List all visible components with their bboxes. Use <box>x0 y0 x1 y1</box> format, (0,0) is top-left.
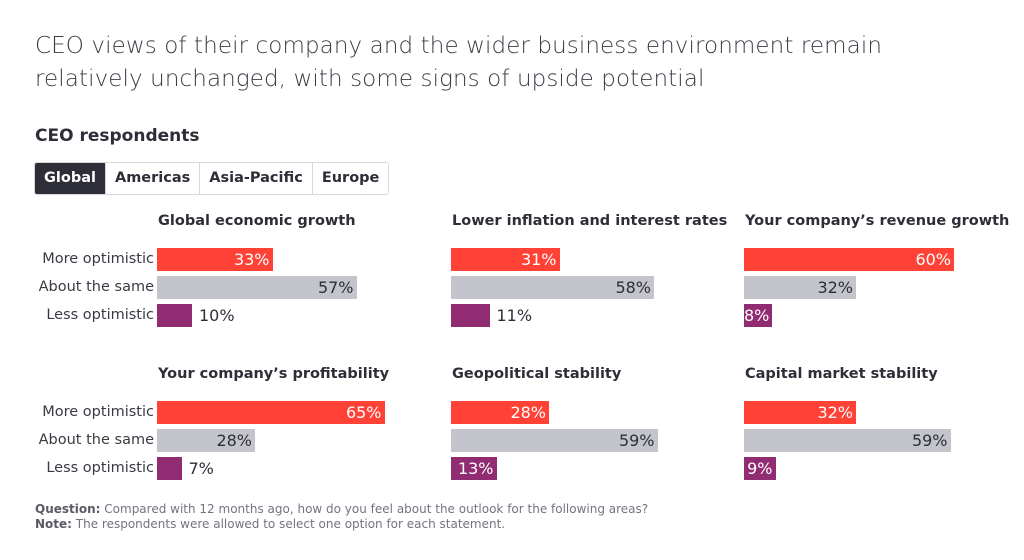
data-label: 10% <box>199 306 235 325</box>
question-label: Question: <box>35 502 101 516</box>
note-label: Note: <box>35 517 72 531</box>
bar-more <box>451 401 549 424</box>
data-label: 65% <box>345 403 382 422</box>
data-label: 28% <box>216 431 252 450</box>
data-label: 32% <box>817 403 853 422</box>
data-label: 8% <box>744 306 770 325</box>
bar-same <box>744 429 951 452</box>
panel-title: Geopolitical stability <box>452 366 622 382</box>
data-label: 57% <box>317 278 354 297</box>
panel-title: Lower inflation and interest rates <box>452 213 728 229</box>
bar-more <box>157 401 385 424</box>
bar-less <box>157 304 192 327</box>
tab-europe[interactable]: Europe <box>312 163 389 194</box>
category-label: Less optimistic <box>46 307 154 323</box>
subheading: CEO respondents <box>35 126 200 146</box>
data-label: 11% <box>496 306 533 325</box>
category-label: Less optimistic <box>46 460 154 476</box>
category-label: About the same <box>38 432 154 448</box>
panel-title: Your company’s revenue growth <box>745 213 1010 229</box>
bar-more <box>451 248 560 271</box>
note-text: The respondents were allowed to select o… <box>71 517 506 531</box>
bar-less <box>157 457 182 480</box>
bar-more <box>744 248 954 271</box>
data-label: 59% <box>911 431 948 450</box>
data-label: 31% <box>520 250 557 269</box>
chart-title: CEO views of their company and the wider… <box>35 30 882 96</box>
bar-more <box>157 248 273 271</box>
panel-title: Global economic growth <box>158 213 356 229</box>
bar-less <box>451 457 497 480</box>
category-label: About the same <box>38 279 154 295</box>
question-text: Compared with 12 months ago, how do you … <box>100 502 649 516</box>
bar-same <box>157 429 255 452</box>
category-label: More optimistic <box>42 404 154 420</box>
bar-less <box>744 457 776 480</box>
data-label: 28% <box>510 403 546 422</box>
note: Note: The respondents were allowed to se… <box>35 517 648 532</box>
tab-americas[interactable]: Americas <box>105 163 201 194</box>
bar-less <box>744 304 772 327</box>
footnote: Question: Compared with 12 months ago, h… <box>35 502 648 532</box>
data-label: 58% <box>615 278 651 297</box>
question-note: Question: Compared with 12 months ago, h… <box>35 502 648 517</box>
tab-asia-pacific[interactable]: Asia-Pacific <box>200 163 313 194</box>
title-line-2: relatively unchanged, with some signs of… <box>35 66 705 92</box>
data-label: 13% <box>457 459 494 478</box>
bar-same <box>451 429 658 452</box>
bar-more <box>744 401 856 424</box>
category-label: More optimistic <box>42 251 154 267</box>
data-label: 32% <box>817 278 853 297</box>
data-label: 59% <box>618 431 655 450</box>
bar-same <box>744 276 856 299</box>
region-tabs: Global Americas Asia-Pacific Europe <box>34 162 390 195</box>
title-line-1: CEO views of their company and the wider… <box>35 33 883 59</box>
panel-title: Capital market stability <box>745 366 938 382</box>
panel-title: Your company’s profitability <box>158 366 390 382</box>
bar-same <box>451 276 654 299</box>
bar-same <box>157 276 357 299</box>
data-label: 7% <box>188 459 214 478</box>
data-label: 60% <box>915 250 951 269</box>
data-label: 33% <box>233 250 270 269</box>
tab-global[interactable]: Global <box>35 163 106 194</box>
bar-less <box>451 304 490 327</box>
data-label: 9% <box>747 459 773 478</box>
